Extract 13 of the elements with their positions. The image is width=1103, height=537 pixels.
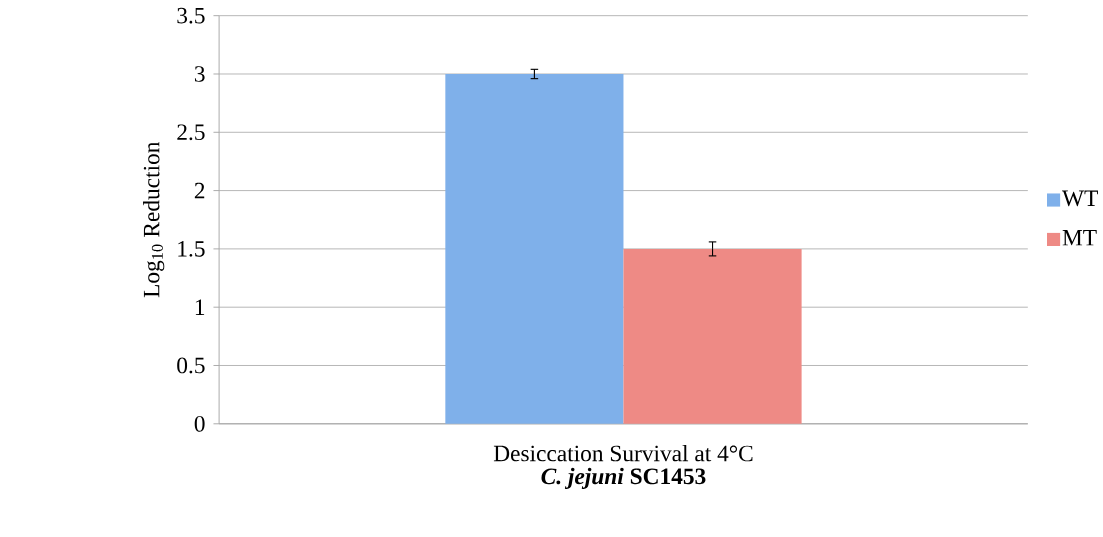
y-tick-label: 2 [194,182,205,199]
y-tick-label: 1 [195,299,205,315]
y-tick-label: 0.5 [177,357,205,374]
x-tick-label: Desiccation Survival at 4°C [493,444,753,462]
legend-label: WT [1062,190,1098,207]
y-tick-label: 3.5 [177,7,205,24]
x-axis-title: C. jejuni SC1453 [541,467,706,489]
y-tick-label: 0 [194,415,205,432]
y-tick-label: 3 [194,66,205,82]
y-tick-label: 2.5 [177,124,205,141]
y-tick-label: 1.5 [178,241,205,257]
y-axis-title: Log$_{10}$ Reduction [143,141,165,298]
legend-label: MT [1062,230,1097,246]
